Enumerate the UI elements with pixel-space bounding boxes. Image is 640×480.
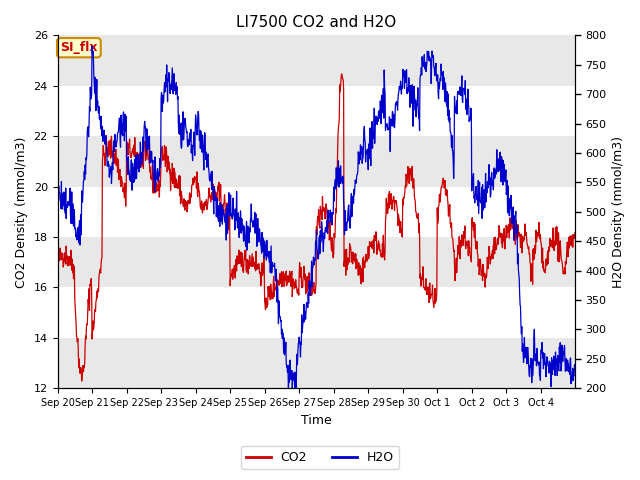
Bar xyxy=(58,237,575,288)
Bar xyxy=(58,136,575,187)
X-axis label: Time: Time xyxy=(301,414,332,427)
Text: SI_flx: SI_flx xyxy=(60,41,98,54)
Bar xyxy=(58,338,575,388)
Title: LI7500 CO2 and H2O: LI7500 CO2 and H2O xyxy=(236,15,396,30)
Bar xyxy=(58,36,575,86)
Legend: CO2, H2O: CO2, H2O xyxy=(241,446,399,469)
Y-axis label: CO2 Density (mmol/m3): CO2 Density (mmol/m3) xyxy=(15,136,28,288)
Y-axis label: H2O Density (mmol/m3): H2O Density (mmol/m3) xyxy=(612,136,625,288)
